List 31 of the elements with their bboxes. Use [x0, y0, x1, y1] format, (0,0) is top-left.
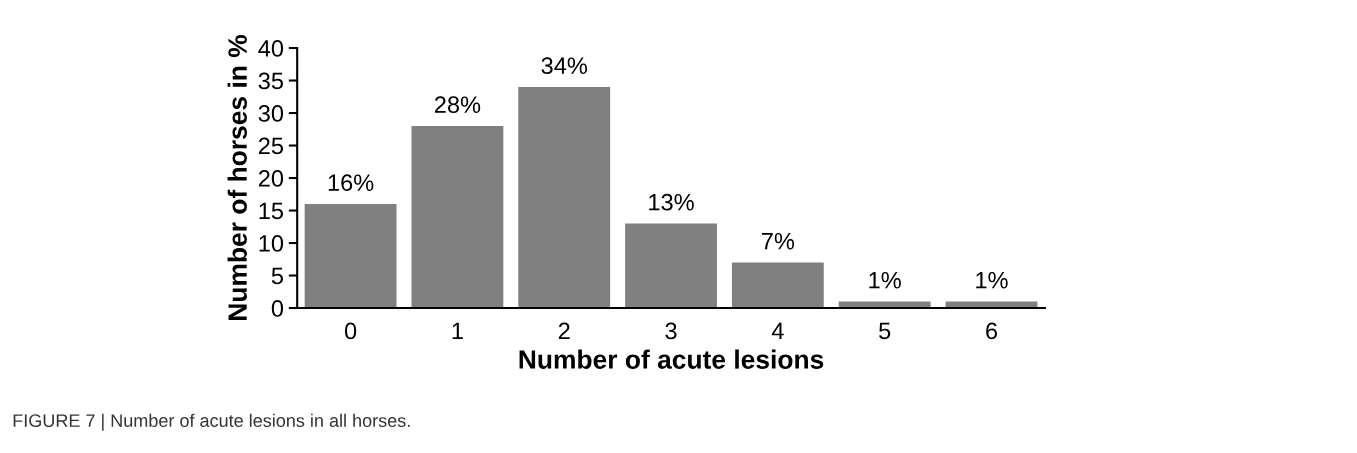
bar — [518, 87, 611, 309]
x-tick-label: 2 — [558, 322, 570, 340]
bar — [411, 126, 504, 309]
y-tick-label: 20 — [258, 170, 284, 187]
x-tick-label: 1 — [452, 322, 463, 340]
data-label: 7% — [762, 232, 795, 250]
y-tick-label: 25 — [258, 137, 283, 155]
x-tick-label: 3 — [665, 322, 677, 340]
data-label: 34% — [541, 57, 588, 75]
x-tick-label: 4 — [771, 322, 784, 340]
y-tick-label: 10 — [259, 235, 284, 252]
y-tick-label: 15 — [259, 202, 283, 220]
bar — [304, 204, 397, 309]
data-label: 1% — [869, 271, 901, 289]
data-label: 28% — [434, 96, 481, 114]
caption: FIGURE 7 | Number of acute lesions in all horses. — [13, 413, 410, 431]
y-tick-label: 40 — [258, 40, 284, 57]
y-tick-label: 35 — [258, 72, 283, 90]
bar — [625, 223, 717, 309]
y-tick-label: 0 — [271, 300, 284, 317]
y-tick-label: 5 — [271, 267, 283, 285]
bar — [731, 262, 824, 309]
data-label: 1% — [976, 271, 1008, 289]
x-axis-title: Number of acute lesions — [519, 349, 824, 369]
data-label: 13% — [649, 193, 694, 211]
y-tick-label: 30 — [258, 105, 284, 122]
x-tick-label: 5 — [879, 322, 891, 340]
y-axis-title: Number of horses in % — [227, 35, 247, 320]
x-tick-label: 0 — [344, 322, 357, 340]
data-label: 16% — [328, 174, 374, 192]
x-tick-label: 6 — [986, 322, 998, 340]
